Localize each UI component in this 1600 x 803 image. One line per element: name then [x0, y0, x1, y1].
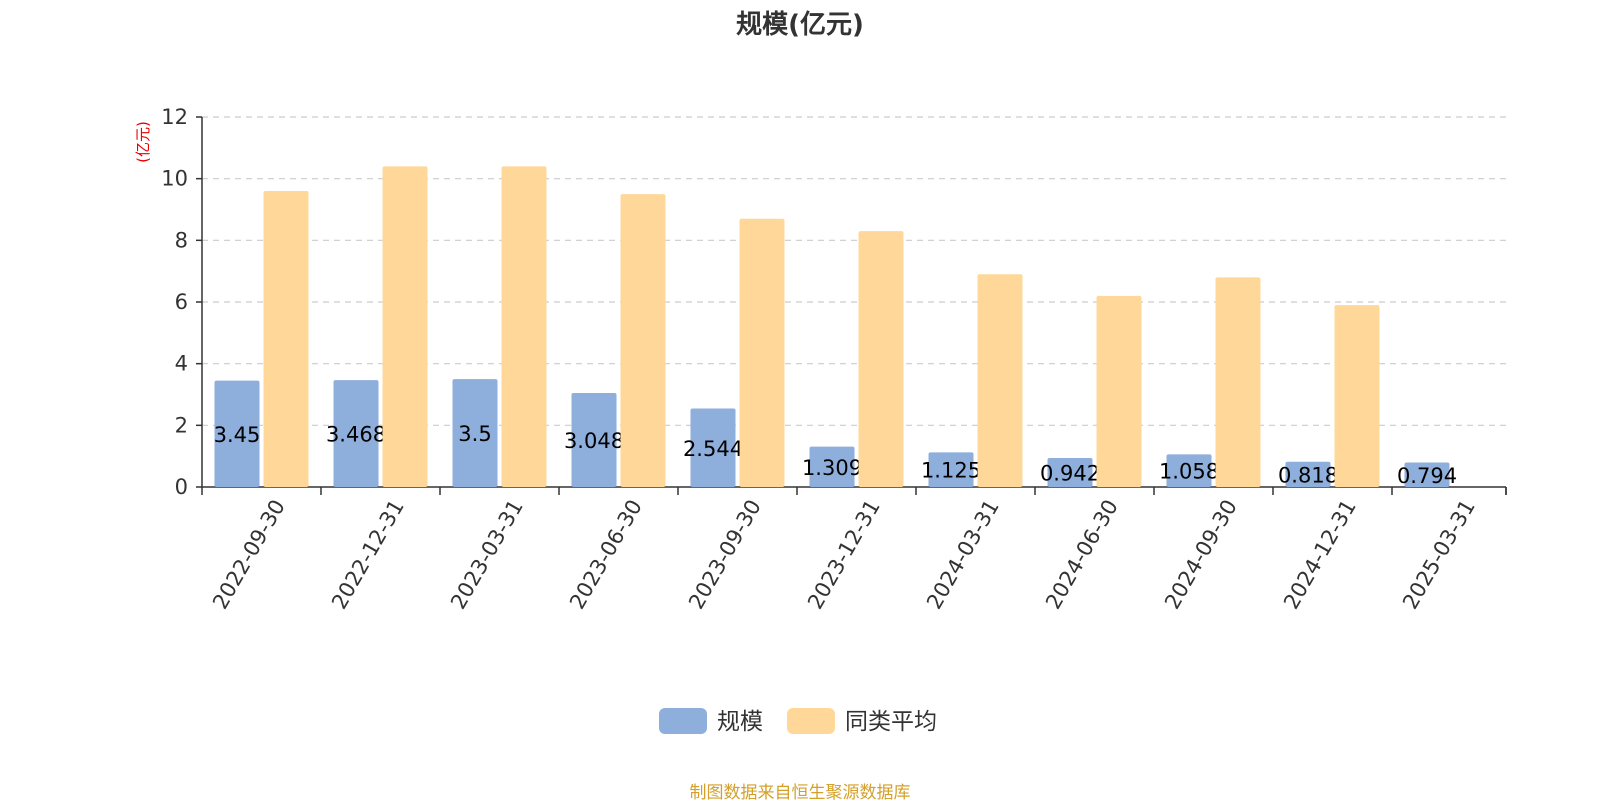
bar-tonglei-avg[interactable]: [977, 274, 1023, 487]
x-tick-label: 2023-03-31: [446, 496, 528, 614]
y-tick-label: 8: [175, 228, 188, 252]
x-tick-label: 2022-09-30: [208, 496, 290, 614]
bar-guimo[interactable]: [214, 380, 260, 487]
x-tick-label: 2024-06-30: [1041, 496, 1123, 614]
x-tick-label: 2025-03-31: [1398, 496, 1480, 614]
data-label: 1.058: [1159, 460, 1219, 484]
bar-tonglei-avg[interactable]: [1096, 295, 1142, 487]
bar-tonglei-avg[interactable]: [382, 166, 428, 488]
legend-swatch[interactable]: [659, 708, 707, 734]
bar-guimo[interactable]: [1166, 454, 1212, 487]
y-tick-label: 6: [175, 290, 188, 314]
data-label: 3.048: [564, 429, 624, 453]
bar-guimo[interactable]: [571, 393, 617, 487]
y-tick-label: 10: [161, 167, 188, 191]
y-tick-label: 12: [161, 105, 188, 129]
y-tick-label: 4: [175, 352, 188, 376]
bar-tonglei-avg[interactable]: [263, 191, 309, 487]
y-tick-label: 2: [175, 413, 188, 437]
x-tick-label: 2024-03-31: [922, 496, 1004, 614]
bar-guimo[interactable]: [1047, 457, 1093, 487]
data-label: 3.5: [458, 422, 491, 446]
bar-guimo[interactable]: [690, 408, 736, 487]
x-tick-label: 2023-09-30: [684, 496, 766, 614]
bar-guimo[interactable]: [333, 380, 379, 487]
data-label: 2.544: [683, 437, 743, 461]
bar-guimo[interactable]: [452, 379, 498, 487]
data-label: 1.309: [802, 456, 862, 480]
bar-tonglei-avg[interactable]: [858, 231, 904, 487]
y-tick-label: 0: [175, 475, 188, 499]
bar-guimo[interactable]: [1285, 461, 1331, 487]
data-label: 1.125: [921, 459, 981, 483]
legend-label[interactable]: 规模: [717, 709, 763, 735]
data-label: 3.45: [214, 423, 261, 447]
data-label: 0.942: [1040, 461, 1100, 485]
bar-tonglei-avg[interactable]: [501, 166, 547, 488]
source-note: 制图数据来自恒生聚源数据库: [689, 783, 911, 803]
bar-guimo[interactable]: [1404, 462, 1450, 487]
legend-label[interactable]: 同类平均: [845, 709, 937, 735]
x-tick-label: 2023-12-31: [803, 496, 885, 614]
data-label: 3.468: [326, 423, 386, 447]
data-label: 0.794: [1397, 464, 1457, 488]
bar-guimo[interactable]: [809, 446, 855, 487]
bar-guimo[interactable]: [928, 452, 974, 487]
bar-tonglei-avg[interactable]: [1215, 277, 1261, 487]
x-tick-label: 2024-12-31: [1279, 496, 1361, 614]
y-axis-label: (亿元): [134, 121, 152, 163]
bar-tonglei-avg[interactable]: [1334, 305, 1380, 487]
bar-tonglei-avg[interactable]: [620, 194, 666, 488]
x-tick-label: 2024-09-30: [1160, 496, 1242, 614]
x-tick-label: 2022-12-31: [327, 496, 409, 614]
legend-swatch[interactable]: [787, 708, 835, 734]
chart-title: 规模(亿元): [736, 10, 864, 40]
data-label: 0.818: [1278, 463, 1338, 487]
bar-tonglei-avg[interactable]: [739, 218, 785, 487]
x-tick-label: 2023-06-30: [565, 496, 647, 614]
